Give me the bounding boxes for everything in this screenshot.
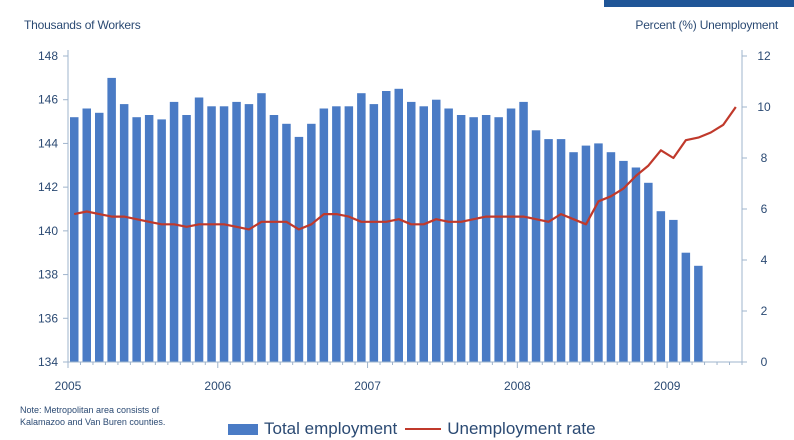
- right-tick-label: 6: [761, 202, 768, 216]
- legend-swatch-total-employment: [228, 423, 258, 435]
- employment-bar: [494, 117, 503, 362]
- employment-bar: [594, 143, 603, 362]
- employment-bar: [82, 108, 91, 362]
- employment-bar: [644, 182, 653, 362]
- employment-bar: [344, 106, 354, 362]
- employment-bar: [694, 265, 703, 362]
- right-axis-title: Percent (%) Unemployment: [635, 18, 778, 32]
- employment-bar: [257, 93, 266, 362]
- x-tick-label: 2006: [204, 379, 231, 393]
- employment-bar: [169, 101, 179, 363]
- employment-bar: [319, 108, 329, 362]
- employment-bar: [119, 104, 129, 362]
- employment-bar: [506, 108, 516, 362]
- legend-label-unemployment-rate: Unemployment rate: [447, 419, 596, 438]
- employment-bar: [407, 101, 416, 363]
- x-tick-label: 2008: [504, 379, 531, 393]
- employment-bar: [369, 104, 379, 362]
- employment-bar: [456, 115, 466, 362]
- left-axis-title: Thousands of Workers: [24, 18, 141, 32]
- legend-label-total-employment: Total employment: [264, 419, 398, 438]
- employment-bar: [232, 101, 241, 363]
- unemployment-rate-line: [73, 106, 737, 231]
- right-tick-label: 2: [761, 304, 768, 318]
- employment-bar: [382, 91, 391, 362]
- left-tick-label: 146: [38, 93, 58, 107]
- left-tick-label: 138: [38, 268, 58, 282]
- employment-bar: [157, 119, 166, 363]
- left-tick-label: 144: [38, 136, 58, 150]
- right-tick-label: 0: [761, 355, 768, 369]
- employment-bar: [469, 117, 478, 362]
- employment-bar: [419, 106, 428, 362]
- employment-bar: [669, 219, 678, 362]
- employment-bar: [107, 77, 116, 363]
- employment-bar: [681, 252, 691, 362]
- employment-bar: [569, 152, 578, 362]
- employment-bar: [95, 112, 104, 362]
- chart-legend: Total employment Unemployment rate: [228, 418, 596, 440]
- employment-bar: [656, 211, 666, 362]
- header-accent-bar: [604, 0, 794, 7]
- left-tick-label: 148: [38, 49, 58, 63]
- note-line-1: Note: Metropolitan area consists of: [20, 405, 160, 415]
- employment-bar: [132, 117, 141, 362]
- employment-bar: [444, 108, 453, 362]
- legend-swatch-unemployment-rate: [405, 428, 442, 430]
- employment-bar: [332, 106, 341, 362]
- right-tick-label: 4: [761, 253, 768, 267]
- employment-bar: [606, 152, 616, 362]
- right-tick-label: 12: [757, 49, 771, 63]
- employment-bar: [432, 99, 441, 362]
- left-tick-label: 142: [38, 180, 58, 194]
- employment-bar: [294, 136, 304, 362]
- employment-bar: [544, 139, 553, 362]
- employment-bar: [244, 104, 254, 362]
- chart-note: Note: Metropolitan area consists of Kala…: [20, 404, 165, 428]
- employment-bar: [394, 88, 403, 363]
- employment-bar: [219, 106, 229, 362]
- left-tick-label: 140: [38, 224, 58, 238]
- employment-bar: [269, 115, 279, 362]
- employment-bar: [194, 97, 204, 362]
- employment-bar: [307, 123, 316, 362]
- employment-bar: [581, 145, 591, 362]
- employment-bar: [519, 101, 528, 363]
- x-tick-label: 2007: [354, 379, 381, 393]
- note-line-2: Kalamazoo and Van Buren counties.: [20, 417, 166, 427]
- employment-bar: [70, 117, 79, 362]
- right-tick-label: 10: [757, 100, 771, 114]
- x-tick-label: 2009: [654, 379, 681, 393]
- employment-bar: [556, 139, 566, 362]
- employment-bar: [531, 130, 541, 362]
- employment-bar: [282, 123, 291, 362]
- employment-bar: [182, 115, 191, 362]
- right-tick-label: 8: [761, 151, 768, 165]
- employment-bar: [631, 167, 641, 362]
- employment-bar: [207, 106, 216, 362]
- employment-bar: [481, 115, 491, 362]
- left-tick-label: 134: [38, 355, 58, 369]
- employment-bar: [357, 93, 366, 362]
- left-tick-label: 136: [38, 311, 58, 325]
- employment-bar: [144, 115, 154, 362]
- x-tick-label: 2005: [55, 379, 82, 393]
- employment-bar: [619, 160, 628, 362]
